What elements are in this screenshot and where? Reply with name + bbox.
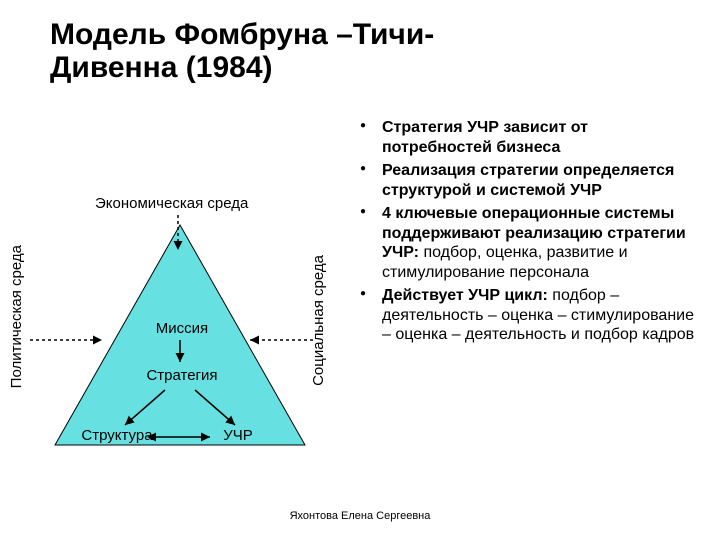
bullet-item: 4 ключевые операционные системы поддержи… xyxy=(360,204,700,282)
title-line-1: Модель Фомбруна –Тичи- xyxy=(50,18,434,51)
node-hrm: УЧР xyxy=(208,427,268,444)
bullet-list: Стратегия УЧР зависит от потребностей би… xyxy=(360,118,700,349)
bullet-text: Стратегия УЧР зависит от потребностей би… xyxy=(382,119,588,156)
node-strategy: Стратегия xyxy=(142,367,222,384)
model-diagram: Экономическая среда Политическая среда С… xyxy=(10,165,340,475)
title-line-2: Дивенна (1984) xyxy=(50,51,273,84)
node-mission: Миссия xyxy=(152,320,212,337)
bullet-text: Реализация стратегии определяется структ… xyxy=(382,162,674,199)
node-structure: Структура xyxy=(72,427,162,444)
footer-author: Яхонтова Елена Сергеевна xyxy=(0,510,720,522)
slide: Модель Фомбруна –Тичи- Дивенна (1984) Эк… xyxy=(0,0,720,540)
bullet-text: Действует УЧР цикл: xyxy=(382,287,552,304)
slide-title: Модель Фомбруна –Тичи- Дивенна (1984) xyxy=(50,18,434,84)
bullet-item: Стратегия УЧР зависит от потребностей би… xyxy=(360,118,700,157)
bullet-item: Действует УЧР цикл: подбор – деятельност… xyxy=(360,286,700,345)
bullet-item: Реализация стратегии определяется структ… xyxy=(360,161,700,200)
